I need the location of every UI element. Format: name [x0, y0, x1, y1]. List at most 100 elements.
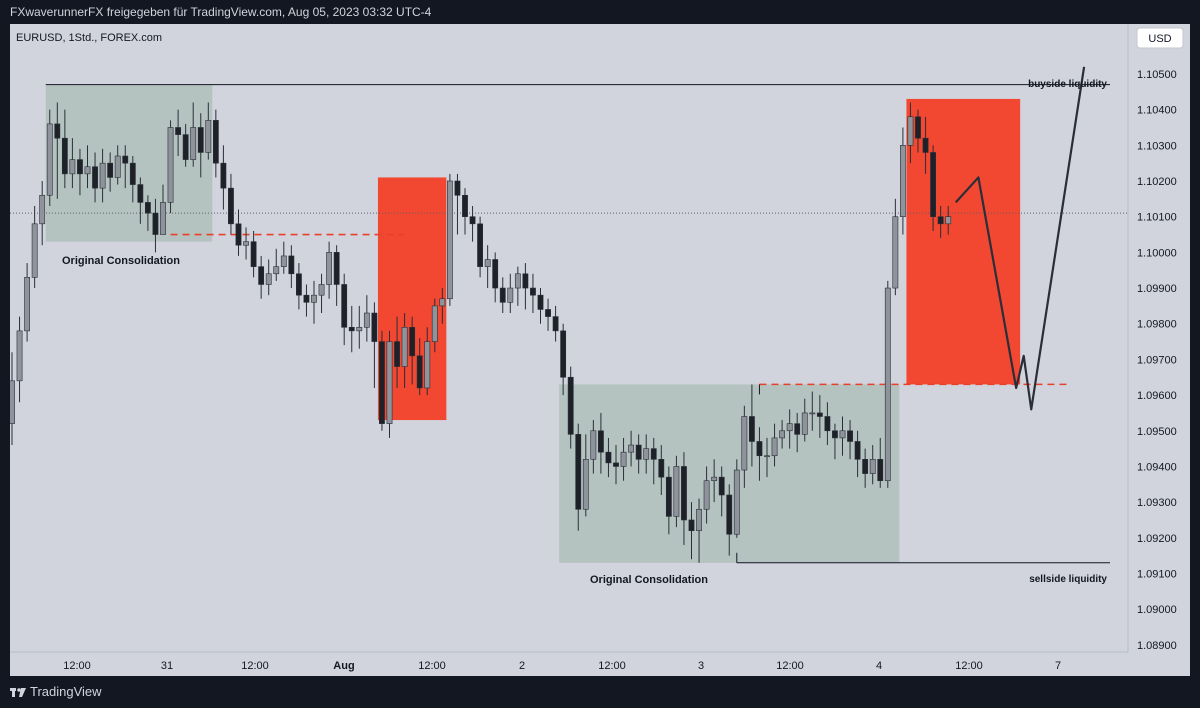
candle	[401, 313, 408, 388]
candle	[9, 352, 15, 446]
candle	[915, 109, 921, 153]
candle	[303, 284, 310, 317]
candle	[258, 255, 265, 299]
candle	[46, 109, 53, 206]
publish-bar: FXwaverunnerFX freigegeben für TradingVi…	[0, 0, 1200, 24]
time-tick-label: Aug	[333, 660, 354, 672]
candle-body	[552, 316, 559, 332]
candle	[605, 437, 612, 478]
candle-body	[696, 508, 702, 531]
candle	[348, 305, 355, 353]
candle	[560, 323, 567, 396]
candle-body	[884, 287, 891, 482]
price-tick-label: 1.09200	[1137, 533, 1177, 545]
candle-body	[869, 459, 876, 474]
candle-body	[477, 223, 483, 267]
candle-body	[635, 444, 642, 460]
candle	[175, 109, 181, 157]
candle	[492, 252, 499, 303]
candle	[907, 102, 914, 164]
candle	[69, 138, 76, 189]
candle	[265, 259, 272, 296]
currency-button-label[interactable]: USD	[1148, 33, 1171, 45]
candle-body	[854, 441, 861, 460]
candle	[61, 109, 68, 189]
candle	[469, 205, 476, 242]
candle-body	[16, 330, 23, 382]
candle-body	[258, 266, 265, 285]
price-axis[interactable]: 1.10500 1.10400 1.10300 1.10200 1.10100 1.100…	[1127, 24, 1177, 652]
candle-body	[122, 155, 129, 164]
candlestick-chart[interactable]: buyside liquidity sellside liquidity Ori…	[9, 24, 1190, 676]
candle-body	[348, 326, 355, 332]
time-tick-label: 12:00	[241, 660, 269, 672]
candle	[507, 273, 514, 314]
candle	[703, 466, 710, 524]
candle	[741, 405, 748, 488]
candle-body	[590, 430, 597, 460]
candle-body	[522, 273, 529, 289]
candle	[613, 445, 619, 485]
candle	[92, 152, 98, 203]
candle-body	[356, 326, 363, 332]
candle-body	[650, 448, 657, 460]
candle	[635, 434, 642, 474]
candle-body	[401, 326, 408, 367]
candle	[205, 102, 212, 160]
candle	[847, 420, 853, 460]
candle-body	[431, 305, 438, 342]
candle-body	[711, 476, 718, 482]
candle	[250, 230, 257, 278]
candle-body	[424, 341, 431, 389]
footer-bar	[0, 676, 1200, 708]
time-axis[interactable]: 12:00 31 12:00 Aug 12:00 2 12:00 3 12:00 4 12:00 7	[10, 651, 1128, 672]
candle	[696, 498, 702, 563]
candle	[884, 280, 891, 488]
candle	[462, 188, 468, 235]
candle-body	[446, 180, 453, 300]
candle	[24, 263, 30, 342]
candle-body	[379, 341, 385, 424]
time-tick-label: 31	[161, 660, 173, 672]
candle-body	[212, 120, 219, 164]
candle-body	[560, 330, 567, 378]
price-tick-label: 1.10000	[1137, 247, 1177, 259]
candle	[280, 241, 287, 274]
candle	[182, 123, 189, 167]
candle	[386, 330, 393, 438]
candle-body	[726, 494, 733, 535]
publish-line: FXwaverunnerFX freigegeben für TradingVi…	[10, 5, 432, 19]
candle	[84, 145, 91, 189]
price-tick-label: 1.09300	[1137, 497, 1177, 509]
candle-body	[114, 155, 121, 178]
candle	[945, 205, 952, 235]
candle	[801, 398, 808, 442]
candle	[718, 466, 725, 517]
price-tick-label: 1.10300	[1137, 140, 1177, 152]
chart-pane[interactable]: buyside liquidity sellside liquidity Ori…	[9, 24, 1190, 676]
candle-body	[907, 116, 914, 146]
candle-body	[733, 469, 740, 535]
candle-body	[597, 430, 604, 453]
candle-body	[779, 430, 785, 439]
candle-body	[220, 162, 227, 189]
candle-body	[673, 466, 680, 517]
candles-layer	[9, 102, 952, 563]
candle	[394, 316, 400, 388]
candle	[341, 273, 348, 346]
price-tick-label: 1.10500	[1137, 69, 1177, 81]
price-tick-label: 1.10400	[1137, 105, 1177, 117]
candle	[77, 148, 83, 196]
currency-button[interactable]: USD	[1136, 27, 1184, 49]
candle	[597, 412, 604, 474]
candle-body	[945, 216, 952, 225]
projection-layer	[954, 66, 1086, 411]
annotations-layer: buyside liquidity sellside liquidity Ori…	[16, 32, 1107, 586]
candle-body	[794, 423, 801, 435]
candle	[937, 205, 944, 239]
consolidation-left-label: Original Consolidation	[62, 255, 180, 267]
candle-body	[514, 273, 521, 289]
price-tick-label: 1.09800	[1137, 319, 1177, 331]
buyside-liquidity-label: buyside liquidity	[1028, 79, 1107, 90]
candle	[650, 437, 657, 485]
